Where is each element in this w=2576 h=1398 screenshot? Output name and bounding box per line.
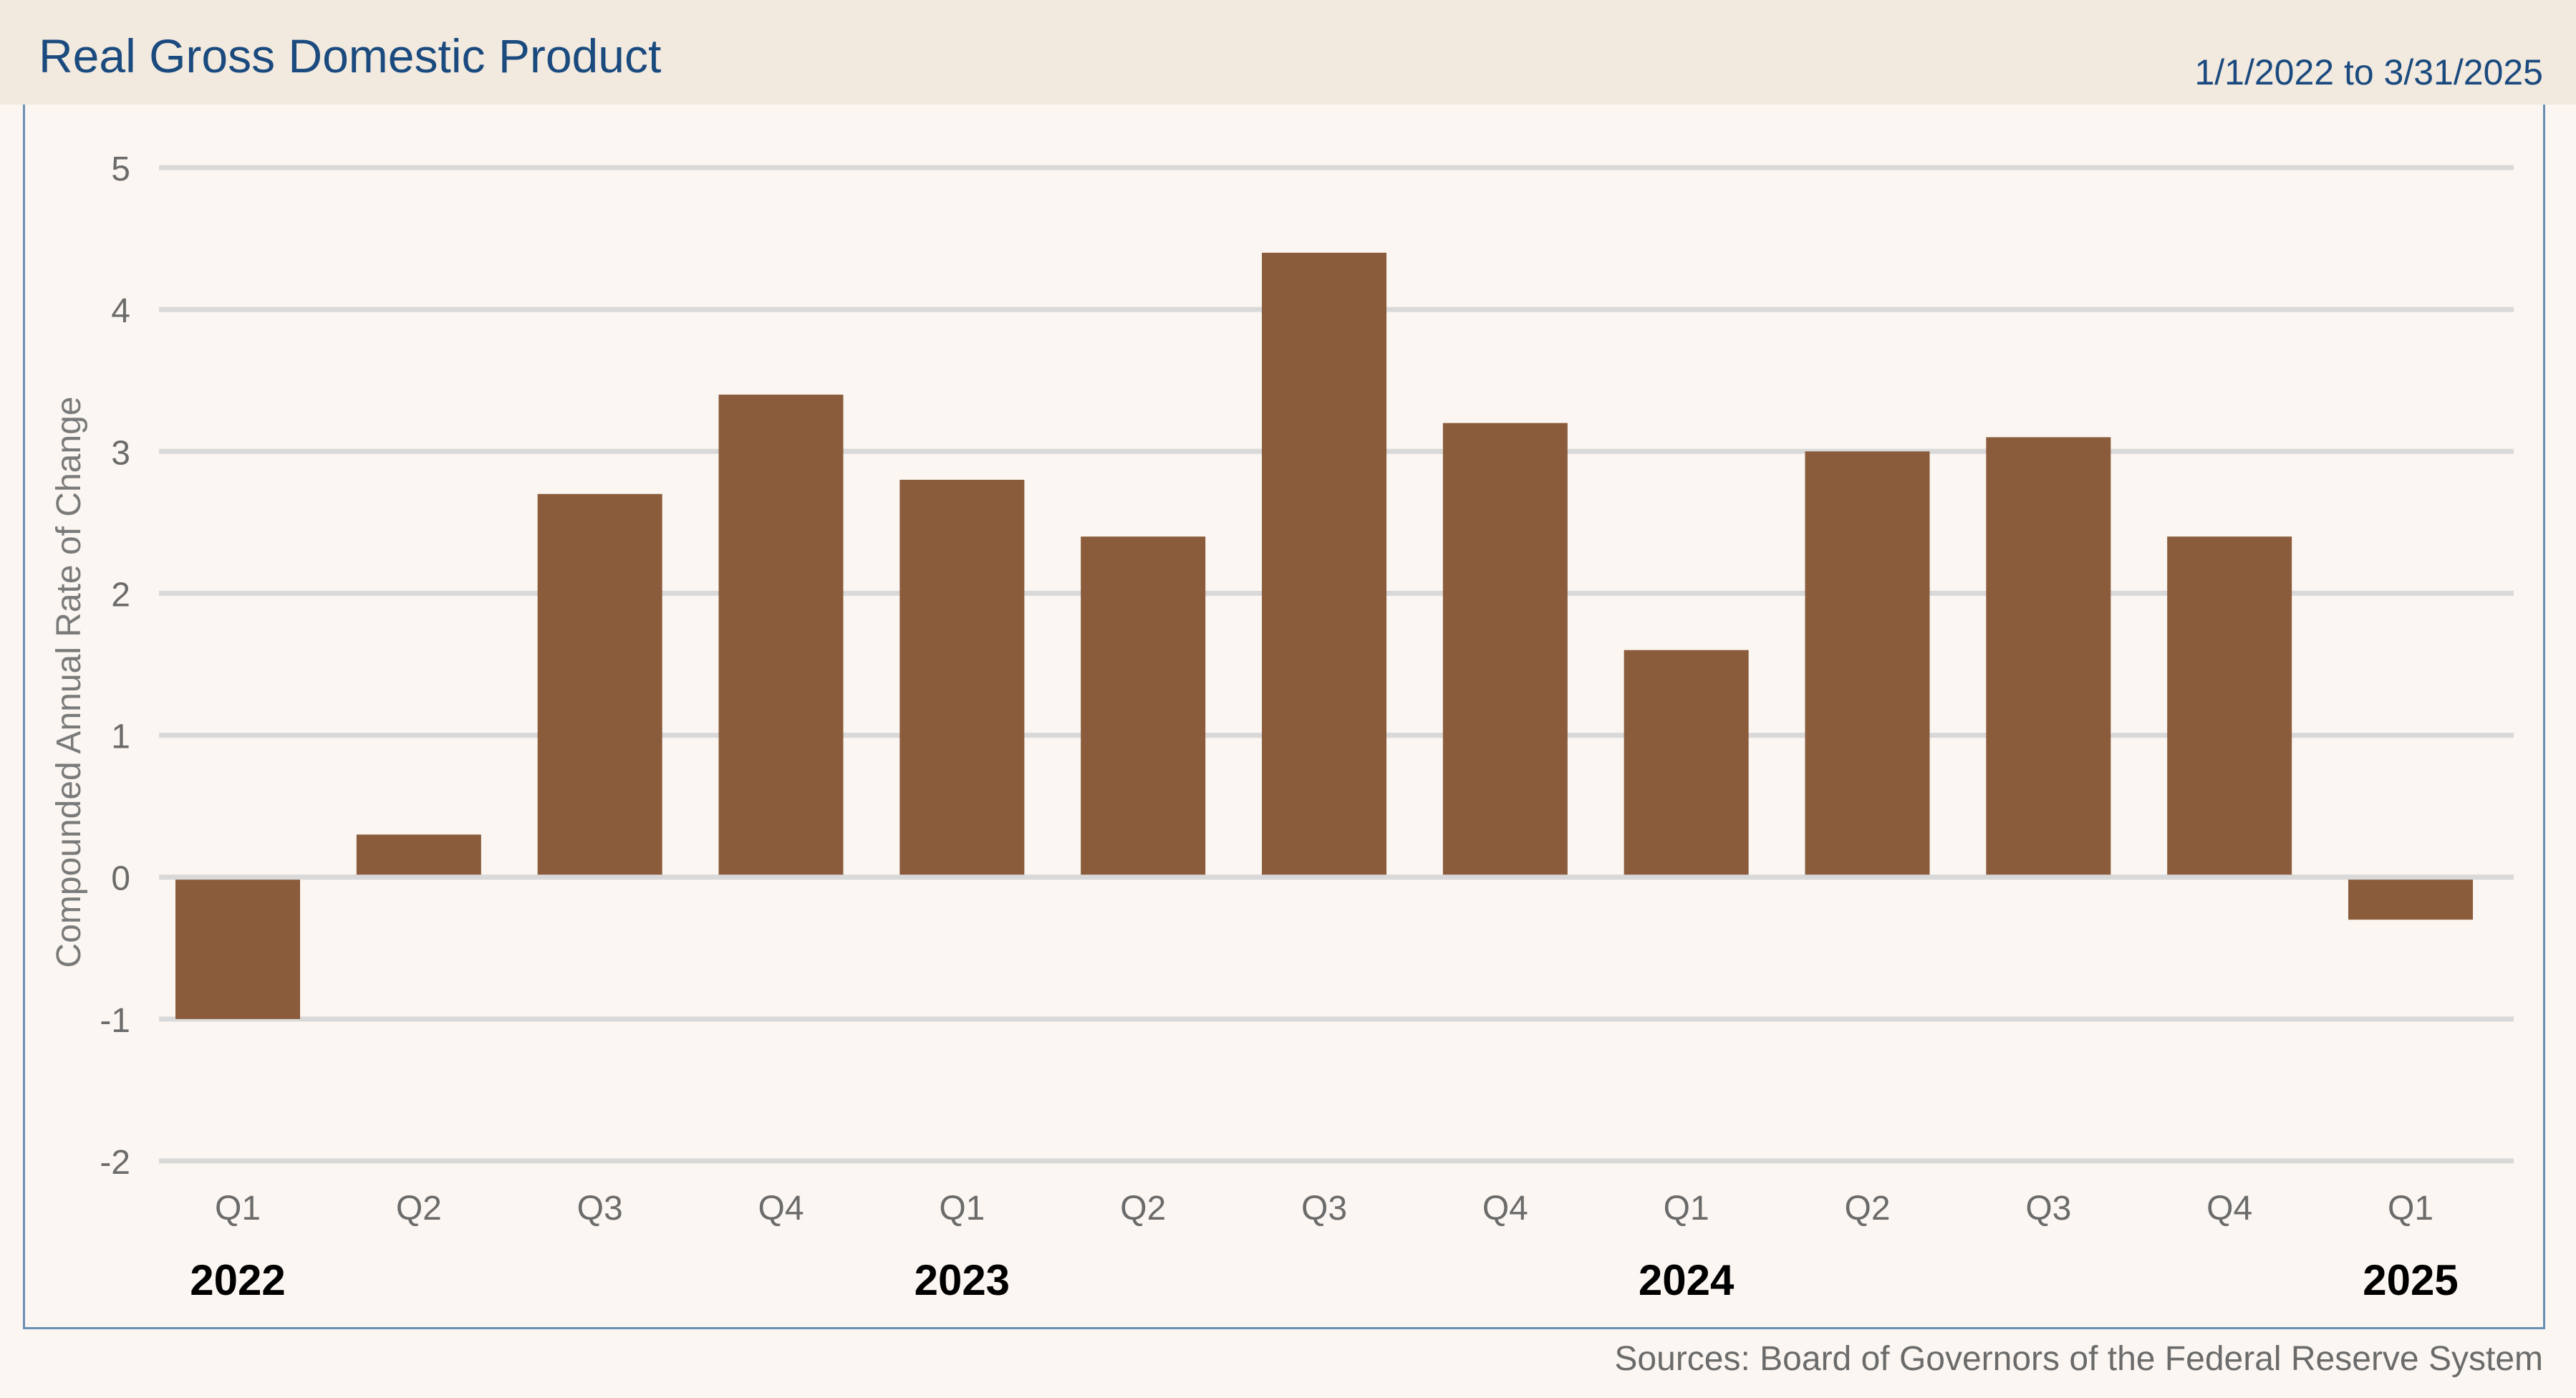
bar — [2348, 877, 2473, 920]
bar — [899, 479, 1025, 877]
y-tick-label: 5 — [111, 150, 130, 188]
y-axis-label: Compounded Annual Rate of Change — [50, 397, 88, 968]
x-tick-label: Q1 — [2388, 1190, 2433, 1228]
x-tick-label: Q4 — [1482, 1190, 1528, 1228]
x-tick-label: Q2 — [396, 1190, 442, 1228]
bar — [1805, 451, 1930, 877]
sources-note: Sources: Board of Governors of the Feder… — [1614, 1340, 2543, 1378]
y-tick-label: 2 — [111, 576, 130, 614]
y-tick-label: 1 — [111, 718, 130, 756]
year-label: 2024 — [1639, 1256, 1735, 1304]
x-tick-label: Q2 — [1844, 1190, 1890, 1228]
y-tick-label: 0 — [111, 860, 130, 898]
bar — [1986, 437, 2111, 877]
bar — [175, 877, 300, 1019]
chart-title: Real Gross Domestic Product — [39, 29, 662, 82]
x-tick-label: Q1 — [939, 1190, 985, 1228]
y-tick-label: 4 — [111, 292, 130, 330]
y-tick-label: 3 — [111, 434, 130, 472]
x-tick-label: Q4 — [2206, 1190, 2252, 1228]
x-tick-label: Q3 — [577, 1190, 623, 1228]
date-range: 1/1/2022 to 3/31/2025 — [2194, 52, 2543, 92]
year-label: 2023 — [915, 1256, 1010, 1304]
bar — [718, 395, 844, 877]
bar — [537, 493, 662, 877]
x-tick-label: Q4 — [758, 1190, 804, 1228]
x-tick-label: Q1 — [215, 1190, 261, 1228]
x-tick-label: Q2 — [1120, 1190, 1166, 1228]
year-label: 2025 — [2363, 1256, 2458, 1304]
bar — [356, 834, 481, 877]
bar — [2167, 536, 2292, 877]
year-label: 2022 — [190, 1256, 285, 1304]
bar — [1262, 252, 1386, 877]
chart-frame — [23, 105, 2545, 1329]
x-tick-label: Q3 — [1301, 1190, 1347, 1228]
bar — [1624, 650, 1749, 877]
x-tick-label: Q3 — [2025, 1190, 2071, 1228]
x-tick-label: Q1 — [1664, 1190, 1709, 1228]
y-tick-label: -2 — [100, 1144, 130, 1182]
chart-header: Real Gross Domestic Product 1/1/2022 to … — [0, 0, 2576, 105]
bar — [1081, 536, 1206, 877]
bar — [1442, 423, 1568, 877]
y-tick-label: -1 — [100, 1002, 130, 1040]
